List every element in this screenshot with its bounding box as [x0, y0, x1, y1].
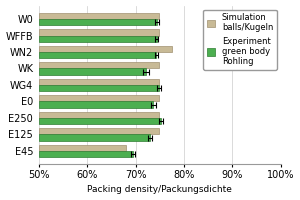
Bar	[39, 79, 159, 85]
X-axis label: Packing density/Packungsdichte: Packing density/Packungsdichte	[87, 185, 232, 194]
Bar	[39, 29, 159, 36]
Bar	[39, 36, 157, 42]
Bar	[39, 134, 150, 141]
Bar	[39, 85, 159, 91]
Bar	[39, 128, 159, 134]
Bar	[39, 151, 133, 157]
Bar	[39, 13, 159, 19]
Bar	[39, 112, 159, 118]
Bar	[39, 95, 159, 101]
Bar	[39, 118, 161, 124]
Bar	[39, 62, 159, 68]
Bar	[39, 52, 156, 58]
Bar	[39, 145, 126, 151]
Bar	[39, 68, 146, 75]
Bar	[39, 19, 157, 25]
Bar	[39, 101, 153, 108]
Legend: Simulation
balls/Kugeln, Experiment
green body
Rohling: Simulation balls/Kugeln, Experiment gree…	[203, 10, 277, 70]
Bar	[39, 46, 172, 52]
